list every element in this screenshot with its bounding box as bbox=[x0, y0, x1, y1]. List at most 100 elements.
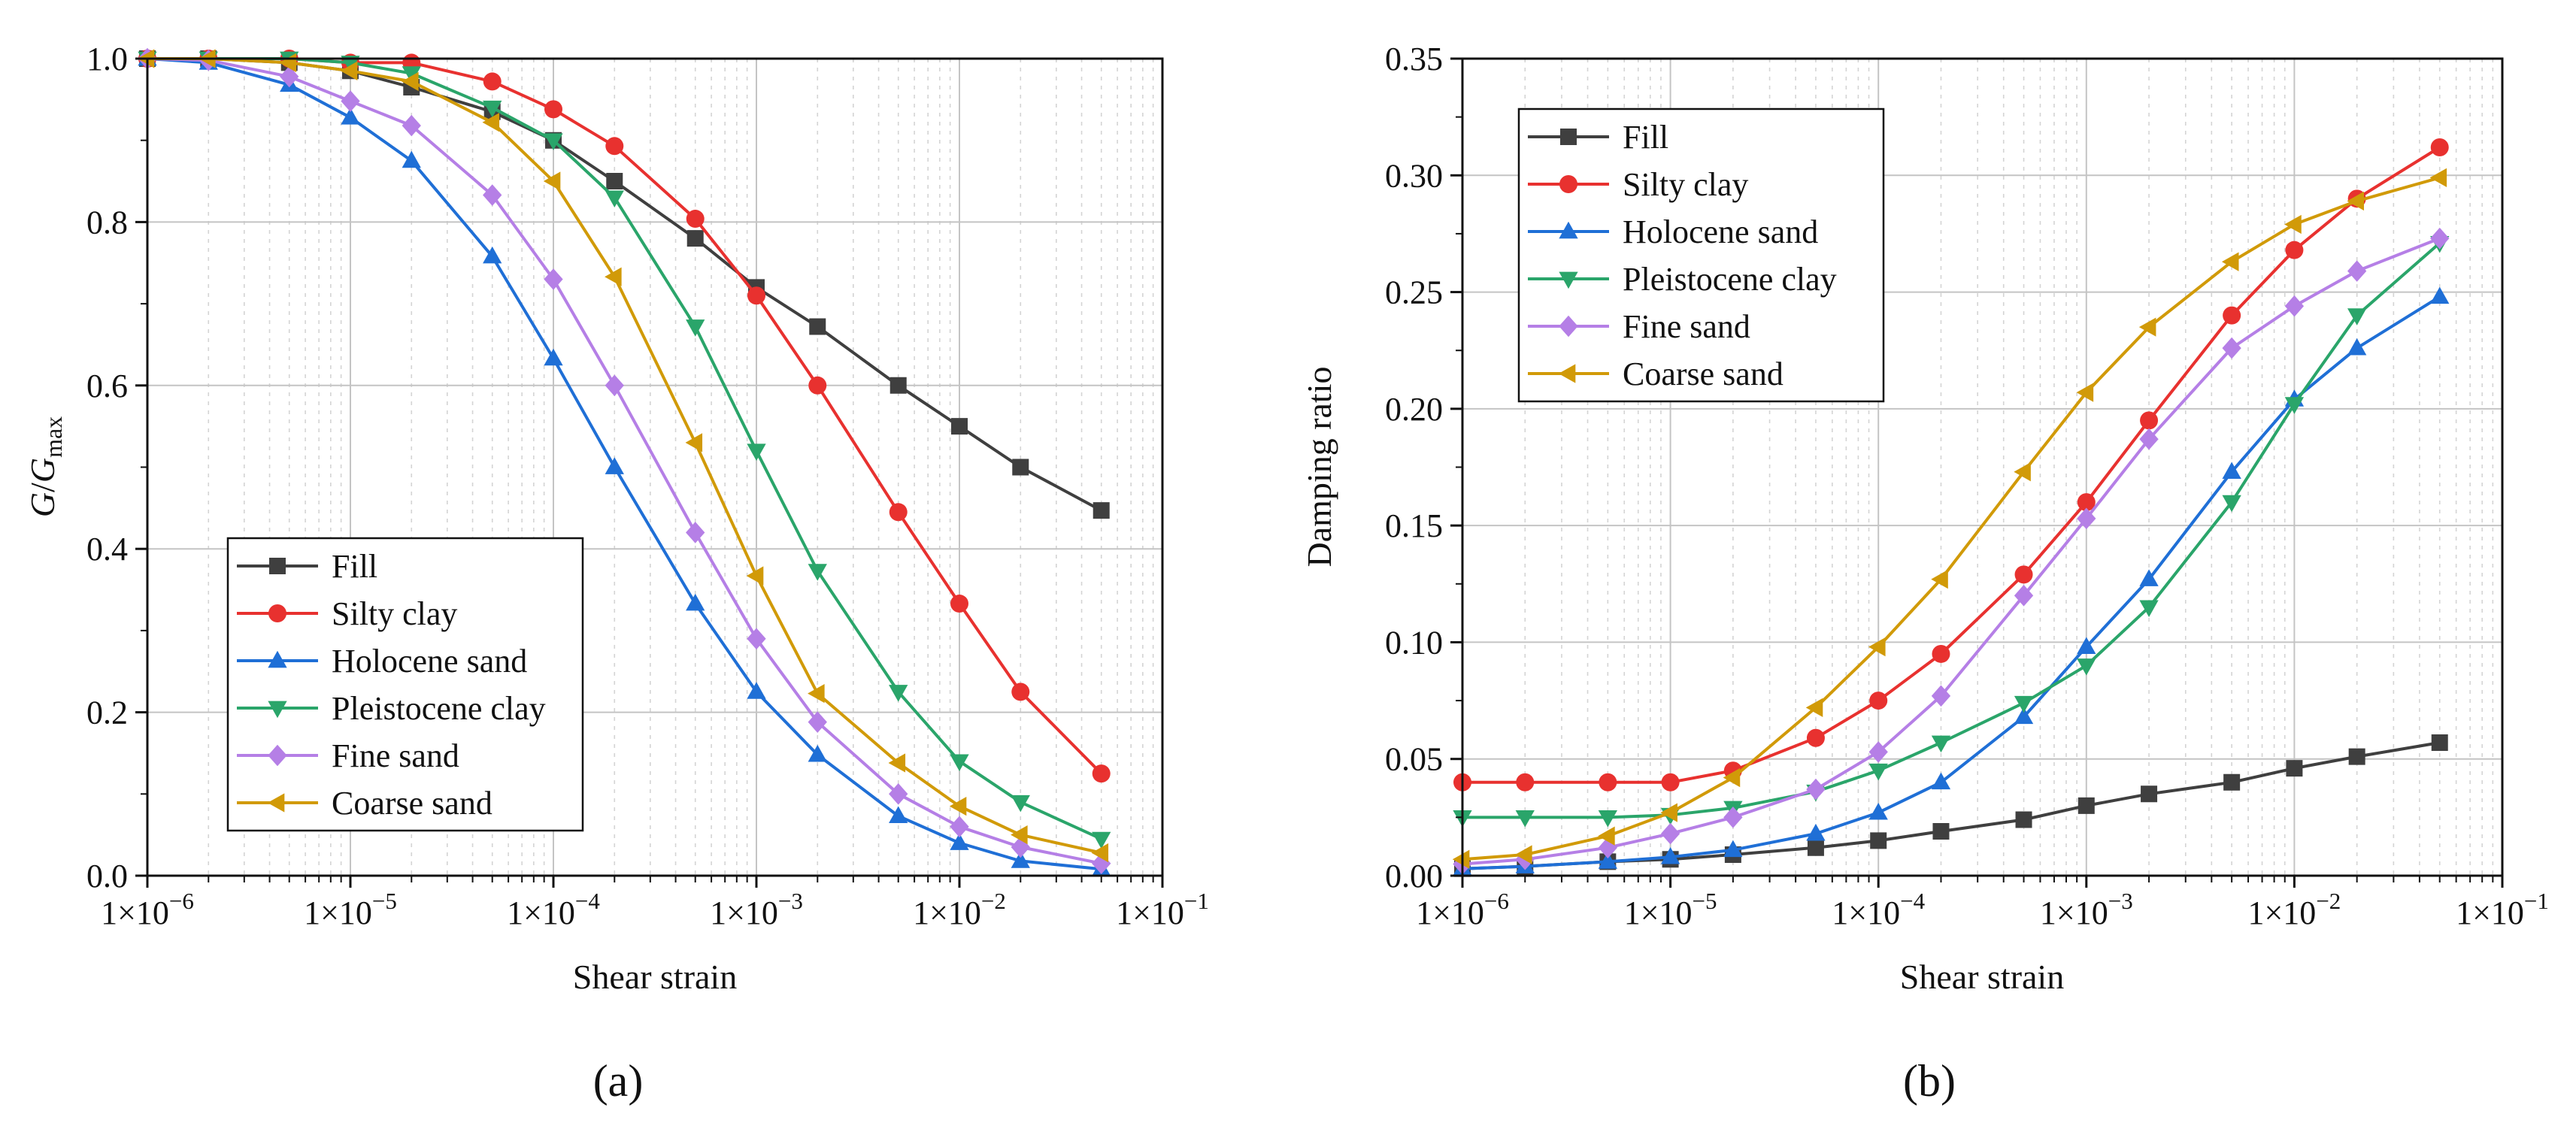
data-point bbox=[1931, 685, 1951, 707]
data-point bbox=[889, 503, 908, 522]
data-point bbox=[2140, 411, 2159, 430]
data-point bbox=[402, 71, 419, 92]
y-tick-label-b: 0.25 bbox=[1385, 274, 1443, 311]
data-point bbox=[1723, 840, 1743, 858]
y-tick-label-b: 0.00 bbox=[1385, 858, 1443, 894]
legend-label: Fine sand bbox=[1623, 308, 1750, 345]
data-point bbox=[2431, 734, 2448, 751]
data-point bbox=[543, 171, 561, 191]
data-point bbox=[1931, 569, 1948, 589]
data-point bbox=[1660, 822, 1680, 845]
legend-marker bbox=[1558, 364, 1576, 383]
data-point bbox=[2347, 260, 2367, 282]
data-point bbox=[402, 150, 421, 168]
data-point bbox=[808, 711, 827, 733]
data-point bbox=[606, 173, 623, 190]
legend-label: Coarse sand bbox=[332, 785, 492, 822]
legend-marker bbox=[1560, 129, 1577, 145]
data-point bbox=[2284, 295, 2305, 317]
data-point bbox=[747, 682, 766, 699]
data-point bbox=[483, 100, 502, 118]
legend-marker bbox=[1559, 221, 1578, 239]
panel-label-a: (a) bbox=[593, 1056, 644, 1106]
data-point bbox=[280, 65, 299, 88]
x-tick-label-a: 1×10−1 bbox=[1116, 888, 1209, 931]
x-tick-label-base: 1×10 bbox=[1624, 894, 1693, 931]
data-point bbox=[1092, 831, 1111, 849]
y-tick-labels-b: 0.00 0.05 0.10 0.15 0.20 0.25 0.30 0.35 bbox=[1385, 41, 1443, 894]
data-point bbox=[2222, 337, 2241, 359]
data-point bbox=[808, 376, 827, 395]
y-tick-label-b: 0.10 bbox=[1385, 624, 1443, 661]
x-tick-label-base: 1×10 bbox=[304, 894, 372, 931]
data-point bbox=[2347, 308, 2367, 325]
data-point bbox=[889, 806, 908, 823]
x-tick-label-base: 1×10 bbox=[710, 894, 778, 931]
legend-marker bbox=[268, 744, 287, 767]
data-point bbox=[1806, 823, 1826, 841]
data-point bbox=[2141, 785, 2158, 803]
data-point bbox=[482, 113, 500, 132]
legend-label: Fill bbox=[332, 548, 377, 585]
x-tick-label-base: 1×10 bbox=[1116, 894, 1184, 931]
data-point bbox=[686, 319, 705, 337]
data-point bbox=[889, 685, 908, 702]
y-axis-title-a-subscript: max bbox=[40, 416, 67, 458]
data-point bbox=[1807, 839, 1824, 856]
x-tick-label-a: 1×10−3 bbox=[710, 888, 803, 931]
data-point bbox=[2347, 337, 2367, 356]
y-tick-label-a: 0.4 bbox=[86, 531, 128, 568]
data-point bbox=[483, 184, 502, 206]
data-point bbox=[1932, 822, 1950, 840]
legend-label: Silty clay bbox=[332, 595, 457, 632]
series-coarse-sand-b bbox=[1452, 168, 2447, 869]
data-point bbox=[2014, 695, 2034, 713]
data-point bbox=[2222, 495, 2241, 513]
data-point bbox=[747, 443, 766, 461]
legend-marker bbox=[268, 604, 286, 622]
x-tick-label-base: 1×10 bbox=[2247, 894, 2316, 931]
data-point bbox=[2014, 707, 2034, 725]
x-tick-label-exponent: −4 bbox=[1900, 888, 1925, 914]
x-tick-label-base: 1×10 bbox=[507, 894, 575, 931]
legend-label: Fine sand bbox=[332, 737, 459, 774]
data-point bbox=[605, 374, 624, 397]
data-point bbox=[1660, 846, 1680, 864]
legend-label: Fill bbox=[1623, 119, 1668, 156]
data-point bbox=[483, 72, 502, 91]
data-point bbox=[605, 267, 622, 286]
data-point bbox=[950, 595, 968, 613]
data-point bbox=[1011, 683, 1030, 701]
x-tick-label-b: 1×10−6 bbox=[1416, 888, 1509, 931]
data-point bbox=[949, 796, 967, 816]
legend-marker bbox=[268, 650, 287, 668]
legend-label: Pleistocene clay bbox=[1623, 261, 1837, 298]
data-point bbox=[1516, 773, 1535, 791]
data-point bbox=[1805, 698, 1823, 718]
data-point bbox=[1091, 843, 1109, 863]
data-point bbox=[2139, 600, 2159, 618]
data-point bbox=[1452, 849, 1470, 869]
data-point bbox=[889, 377, 907, 394]
data-point bbox=[686, 593, 705, 611]
data-point bbox=[950, 754, 969, 772]
data-point bbox=[808, 683, 825, 704]
y-tick-labels-a: 0.0 0.2 0.4 0.6 0.8 1.0 bbox=[86, 41, 128, 894]
data-point bbox=[2014, 585, 2034, 607]
x-tick-label-exponent: −3 bbox=[2108, 888, 2133, 914]
data-point bbox=[1011, 795, 1030, 813]
x-tick-label-exponent: −2 bbox=[2316, 888, 2341, 914]
data-point bbox=[2285, 241, 2304, 259]
data-point bbox=[544, 100, 562, 119]
y-axis-title-a-g: G bbox=[23, 492, 62, 517]
data-point bbox=[1661, 773, 1680, 791]
legend-label: Pleistocene clay bbox=[332, 690, 546, 727]
y-tick-label-b: 0.15 bbox=[1385, 507, 1443, 544]
data-point bbox=[483, 246, 502, 264]
legend-label: Holocene sand bbox=[1623, 213, 1818, 250]
y-tick-label-a: 0.6 bbox=[86, 368, 128, 404]
ticks-b bbox=[1450, 57, 2504, 888]
data-point bbox=[1598, 826, 1615, 846]
data-point bbox=[2347, 191, 2365, 211]
legend-label: Silty clay bbox=[1623, 166, 1748, 203]
